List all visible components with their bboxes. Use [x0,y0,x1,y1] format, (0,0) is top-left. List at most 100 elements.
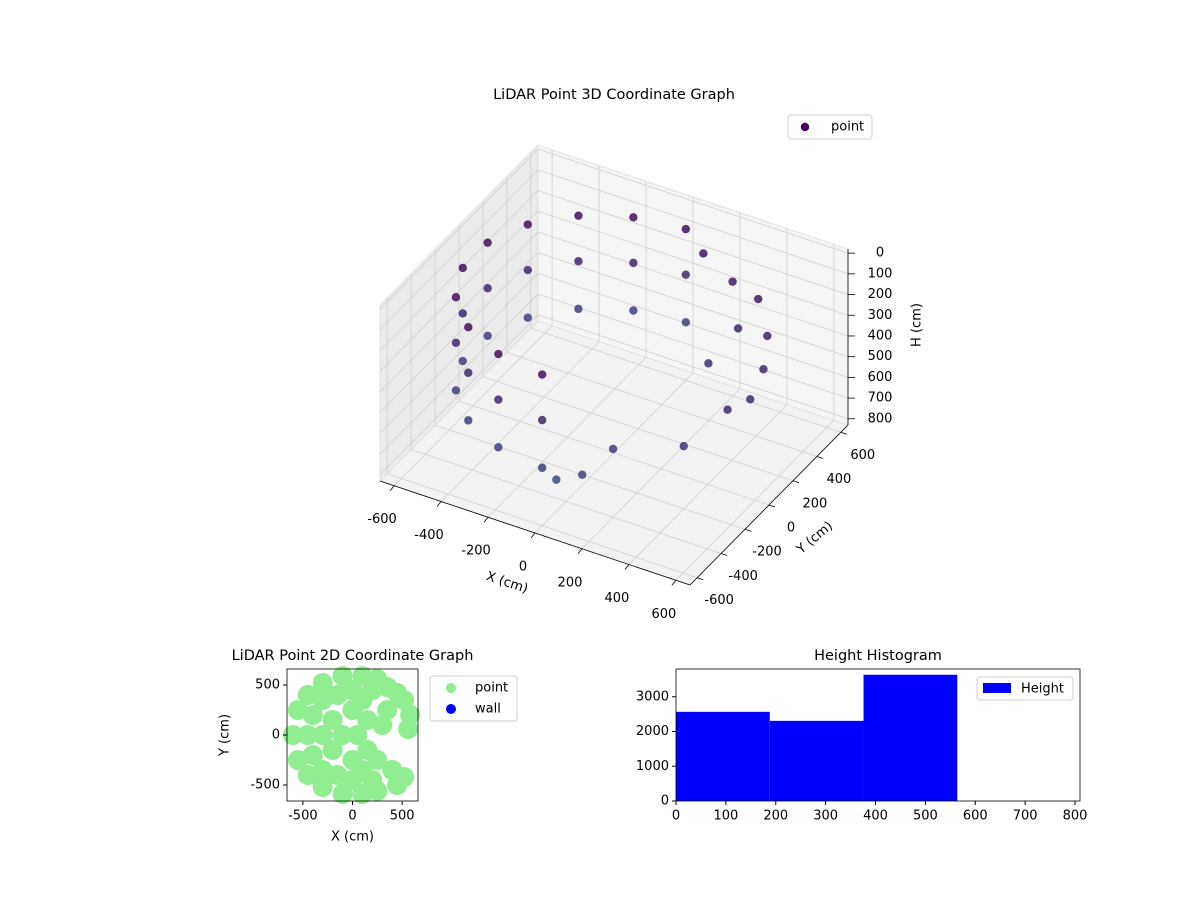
point [523,265,532,275]
legend-box [976,676,1074,701]
z-tick-label: 100 [868,266,893,281]
point [483,284,492,293]
x-tick [624,564,630,570]
y-tick-label: -200 [752,545,782,560]
x-tick [530,532,536,539]
x-tick-label: 300 [813,809,838,824]
legend-label: point [831,120,864,135]
z-tick-label: 300 [868,308,893,323]
chart-title: LiDAR Point 2D Coordinate Graph [232,648,474,664]
point [398,719,419,739]
point [302,745,323,765]
bar [676,711,770,801]
point [352,666,373,686]
legend-label: Height [1021,682,1064,697]
grid-line [537,314,849,420]
legend-label: wall [475,702,501,717]
y-tick-label: 3000 [636,689,669,704]
chart-title: LiDAR Point 3D Coordinate Graph [493,87,735,103]
x-tick-label: 800 [1063,809,1088,824]
point [282,725,303,745]
y-axis [689,424,849,586]
point [733,324,743,333]
x-tick-label: 500 [390,809,415,824]
grid-line [482,376,794,482]
point [574,257,583,266]
grid-line [537,210,849,316]
grid-line [537,272,849,378]
y-tick-label: 400 [826,472,851,487]
grid-line [537,252,849,358]
y-tick-label: 1000 [636,759,669,774]
legend-marker [446,683,456,693]
point [362,680,383,700]
y-tick [720,553,728,556]
grid-line [387,473,698,579]
x-tick-label: -200 [461,544,491,559]
bar [863,674,958,801]
point [464,322,473,332]
z-axis-label: H (cm) [910,303,925,347]
y-tick-label: 0 [272,728,280,743]
point [494,395,503,404]
point [679,441,688,451]
point [728,277,737,286]
x-tick-label: -500 [288,809,318,824]
y-tick [744,528,752,532]
x-tick-label: 500 [913,809,938,824]
z-tick-label: 0 [876,246,884,261]
point [699,249,708,258]
point [746,395,755,404]
x-tick-label: -400 [414,528,444,543]
y-tick [816,456,824,459]
y-tick-label: 0 [787,521,795,536]
x-tick [577,548,583,555]
legend-patch [983,683,1011,693]
x-tick [671,580,677,586]
y-tick [792,480,800,484]
x-tick [436,501,442,507]
x-tick-label: 400 [863,809,888,824]
z-tick-label: 600 [868,370,893,385]
y-tick-label: 2000 [636,724,669,739]
x-tick-label: -600 [367,512,397,527]
x-tick-label: 0 [672,809,680,824]
y-tick-label: 600 [850,448,875,463]
grid-line [379,273,539,434]
point [494,443,503,452]
point [332,666,353,686]
grid-line [379,190,539,351]
grid-line [434,424,746,530]
x-tick-label: 200 [558,575,583,590]
y-tick-label: 0 [661,794,669,809]
y-tick-label: -600 [704,593,734,608]
y-tick-label: -400 [728,569,758,584]
legend-marker [446,704,456,714]
legend-label: point [475,681,508,696]
y-axis-label: Y (cm) [218,714,233,757]
point [312,725,333,745]
y-tick-label: 200 [803,496,828,511]
z-tick-label: 800 [868,411,893,426]
point [312,777,333,797]
x-tick-label: 100 [713,809,738,824]
point [608,444,618,454]
point [332,725,353,745]
x-axis-label: X (cm) [331,830,374,845]
grid-line [506,352,818,457]
point [387,775,408,795]
x-tick-label: 600 [651,607,676,622]
point [523,313,532,322]
point [574,304,583,314]
point [458,309,467,318]
point [537,415,547,425]
point [297,725,318,745]
point [523,220,532,229]
point [458,263,467,273]
x-tick-label: 200 [763,809,788,824]
grid-line [379,293,539,455]
point [681,318,691,327]
z-tick-label: 200 [868,287,893,302]
grid-line [537,293,849,399]
